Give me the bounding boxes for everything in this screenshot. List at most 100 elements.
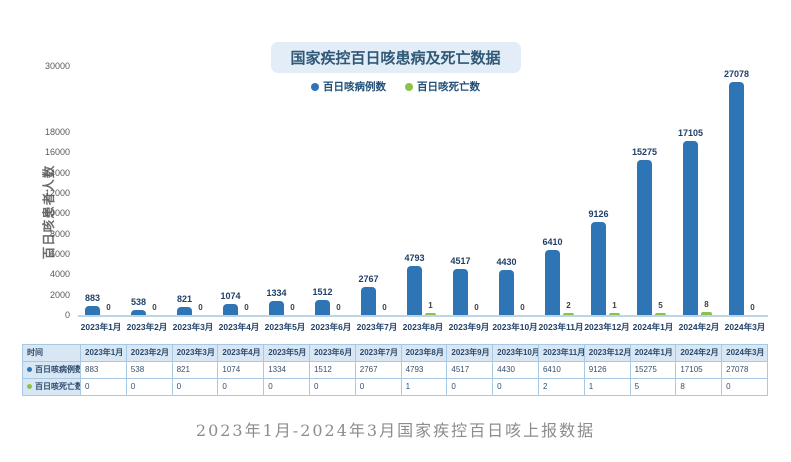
table-month-header: 2023年10月 — [492, 344, 539, 362]
y-axis-tick-label: 18000 — [44, 127, 70, 137]
table-value-cell: 538 — [125, 361, 173, 379]
y-axis-tick-label: 16000 — [44, 147, 70, 158]
y-axis-tick-label: 30000 — [44, 61, 70, 71]
death-count-label: 0 — [244, 303, 249, 312]
y-axis-tick-label: 0 — [64, 310, 70, 320]
bar-group: 4793 1 2023年8月 — [400, 66, 446, 332]
y-axis-tick-label: 4000 — [49, 269, 70, 280]
cases-bar — [591, 222, 606, 315]
x-axis-category-label: 2023年3月 — [172, 322, 214, 332]
table-value-cell: 2 — [537, 378, 585, 396]
deaths-bar — [655, 313, 666, 315]
bar-chart-plot-area: 883 0 2023年1月 538 0 2023年2月 821 0 2023年3月 1074 0 20… — [78, 66, 768, 332]
cases-dot-icon — [311, 82, 320, 91]
table-value-cell: 15275 — [629, 361, 677, 379]
cases-bar — [637, 159, 652, 315]
cases-bar — [729, 82, 744, 315]
cases-bar — [545, 249, 560, 315]
death-count-label: 8 — [704, 299, 709, 309]
case-count-label: 4430 — [496, 256, 517, 267]
cases-bar — [131, 309, 146, 315]
table-month-header: 2023年12月 — [583, 344, 631, 362]
table-month-header: 2023年6月 — [308, 344, 356, 362]
death-count-label: 1 — [428, 301, 433, 310]
table-month-header: 2023年3月 — [171, 344, 219, 362]
x-axis-category-label: 2023年12月 — [584, 322, 630, 332]
bar-group: 27078 0 2024年3月 — [722, 66, 768, 332]
table-row: 百日咳病例数 883 538 821 1074 1334 1512 2767 4793 4517 4… — [22, 361, 768, 379]
case-count-label: 4793 — [404, 253, 425, 264]
bar-group: 9126 1 2023年12月 — [584, 66, 630, 332]
y-axis-tick-label: 6000 — [49, 249, 70, 259]
y-axis-tick-label: 12000 — [44, 188, 70, 198]
x-axis-category-label: 2023年11月 — [538, 322, 584, 332]
table-value-cell: 1512 — [308, 361, 356, 379]
x-axis-category-label: 2023年10月 — [492, 322, 538, 332]
table-month-header: 2023年2月 — [125, 344, 173, 362]
x-axis-category-label: 2024年2月 — [678, 322, 720, 332]
bar-group: 538 0 2023年2月 — [124, 66, 170, 332]
cases-bar — [269, 301, 284, 315]
x-axis-category-label: 2024年3月 — [724, 322, 766, 332]
y-axis-tick-label: 2000 — [49, 289, 70, 300]
bar-group: 6410 2 2023年11月 — [538, 66, 584, 332]
x-axis-category-label: 2023年4月 — [218, 322, 260, 332]
case-count-label: 538 — [130, 296, 147, 307]
death-count-label: 5 — [658, 301, 663, 310]
bar-group: 17105 8 2024年2月 — [676, 66, 722, 332]
table-value-cell: 4517 — [446, 361, 494, 379]
death-count-label: 0 — [336, 303, 341, 312]
death-count-label: 1 — [612, 301, 617, 310]
table-value-cell: 0 — [446, 378, 494, 396]
table-header-row: 时间 2023年1月 2023年2月 2023年3月 2023年4月 2023年5月 202… — [22, 344, 768, 362]
deaths-dot-icon — [404, 82, 413, 91]
deaths-bar — [563, 313, 574, 315]
case-count-label: 6410 — [542, 236, 563, 247]
cases-dot-icon — [27, 367, 32, 373]
table-value-cell: 0 — [125, 378, 173, 396]
cases-bar — [85, 306, 100, 315]
case-count-label: 1334 — [266, 288, 287, 299]
death-count-label: 0 — [198, 303, 203, 312]
death-count-label: 0 — [290, 303, 295, 312]
case-count-label: 15275 — [631, 146, 658, 157]
cases-bar — [453, 269, 468, 315]
bar-group: 2767 0 2023年7月 — [354, 66, 400, 332]
chart-title: 国家疾控百日咳患病及死亡数据 — [270, 42, 521, 73]
case-count-label: 883 — [84, 293, 101, 304]
bar-group: 1512 0 2023年6月 — [308, 66, 354, 332]
table-value-cell: 883 — [80, 361, 127, 379]
x-axis-category-label: 2023年7月 — [356, 322, 398, 332]
y-axis: 0 2000 4000 6000 8000 10000 12000 14000 16000 180… — [0, 61, 74, 320]
death-count-label: 0 — [750, 303, 755, 312]
table-month-header: 2024年3月 — [721, 344, 768, 362]
x-axis-category-label: 2023年2月 — [126, 322, 168, 332]
deaths-bar — [701, 311, 712, 315]
y-axis-tick-label: 8000 — [49, 228, 70, 239]
x-axis-category-label: 2023年6月 — [310, 322, 352, 332]
death-count-label: 0 — [382, 303, 387, 312]
case-count-label: 4517 — [450, 256, 471, 267]
table-month-header: 2023年8月 — [400, 344, 448, 362]
deaths-dot-icon — [27, 384, 32, 390]
table-month-header: 2023年5月 — [263, 344, 310, 362]
table-row-label: 百日咳病例数 — [22, 361, 81, 379]
case-count-label: 27078 — [723, 69, 750, 80]
y-axis-tick-label: 14000 — [44, 167, 70, 178]
cases-bar — [499, 269, 514, 315]
y-axis-tick-label: 10000 — [44, 208, 70, 219]
table-value-cell: 0 — [354, 378, 402, 396]
death-count-label: 2 — [566, 301, 571, 310]
table-month-header: 2023年11月 — [537, 344, 585, 362]
table-value-cell: 0 — [263, 378, 310, 396]
table-value-cell: 821 — [171, 361, 219, 379]
death-count-label: 0 — [520, 303, 525, 312]
table-month-header: 2023年4月 — [217, 344, 265, 362]
cases-bar — [177, 306, 192, 315]
x-axis-category-label: 2023年8月 — [402, 322, 444, 332]
table-value-cell: 9126 — [583, 361, 631, 379]
table-value-cell: 0 — [217, 378, 265, 396]
table-value-cell: 1334 — [263, 361, 310, 379]
table-value-cell: 8 — [675, 378, 723, 396]
